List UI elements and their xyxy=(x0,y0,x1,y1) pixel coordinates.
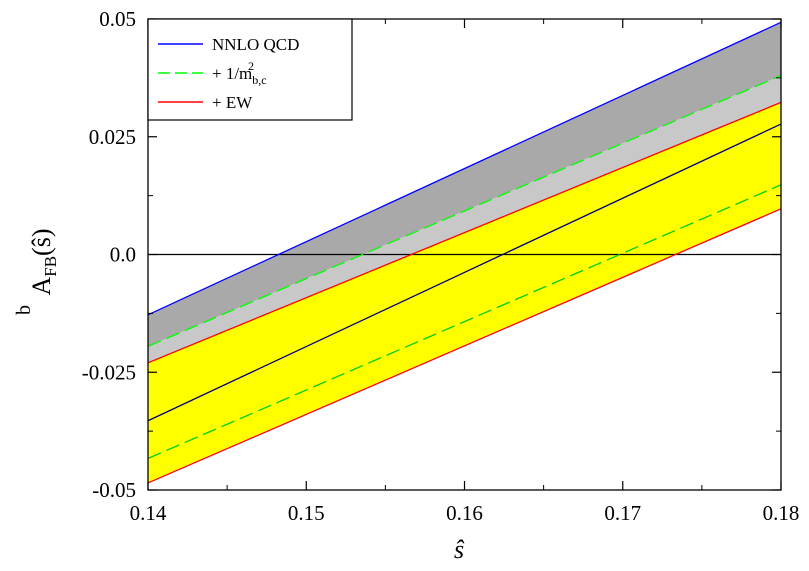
axes-layer: 0.14 0.15 0.16 0.17 0.18 -0.05 -0.025 0.0 0.025 0… xyxy=(82,7,800,525)
band-0 xyxy=(148,22,781,347)
x-tick-label: 0.15 xyxy=(288,501,325,525)
series-line-1 xyxy=(147,74,782,347)
x-tick-label: 0.17 xyxy=(604,501,641,525)
y-tick-label: 0.025 xyxy=(89,125,136,149)
legend-label: NNLO QCD xyxy=(212,35,299,54)
x-tick-label: 0.16 xyxy=(446,501,483,525)
x-tick-label: 0.14 xyxy=(130,501,167,525)
y-axis-label-sub: FB xyxy=(41,256,60,277)
y-tick-label: -0.025 xyxy=(82,360,136,384)
y-tick-label: 0.0 xyxy=(110,243,136,267)
legend: NNLO QCD + 1/mb,c2 + EW xyxy=(147,18,353,121)
y-axis-label-accent: b xyxy=(13,305,35,315)
y-tick-label: 0.05 xyxy=(99,7,136,31)
y-tick-label: -0.05 xyxy=(92,478,136,502)
series-line-5 xyxy=(147,208,782,484)
band-1 xyxy=(148,75,781,363)
series-line-2 xyxy=(147,101,782,364)
x-axis-label: ŝ xyxy=(454,535,465,564)
y-axis-label-main: A xyxy=(27,277,56,296)
legend-box xyxy=(147,18,353,121)
y-axis-label-arg: (ŝ) xyxy=(27,228,56,255)
series-layer xyxy=(147,21,782,484)
legend-label: + 1/mb,c2 xyxy=(212,59,267,87)
svg-text:AFB(ŝ): AFB(ŝ) xyxy=(27,228,60,295)
x-tick-label: 0.18 xyxy=(763,501,800,525)
series-line-4 xyxy=(147,184,782,460)
series-line-0 xyxy=(147,21,782,316)
series-line-3 xyxy=(147,123,782,422)
y-axis-label: AFB(ŝ) b xyxy=(13,228,60,315)
legend-label: + EW xyxy=(212,93,253,112)
